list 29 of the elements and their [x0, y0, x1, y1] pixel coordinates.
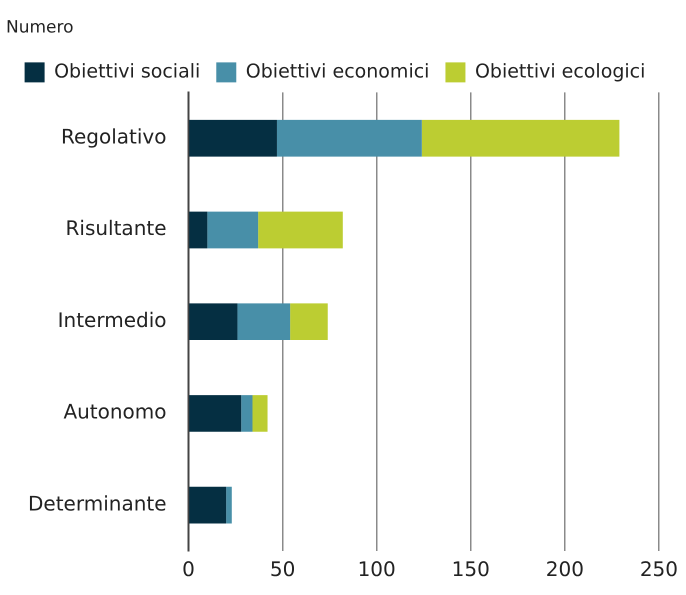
bar [189, 212, 208, 248]
y-tick-label: Determinante [28, 491, 167, 516]
bar [207, 212, 258, 248]
bar [189, 486, 226, 524]
bar [237, 303, 290, 340]
x-tick-label: 50 [270, 557, 296, 582]
y-tick-label: Intermedio [58, 308, 167, 332]
text: Numero [6, 18, 74, 38]
legend-label: Obiettivi ecologici [474, 60, 646, 82]
x-tick-label: 250 [640, 557, 678, 582]
x-tick-label: 0 [182, 557, 195, 582]
y-tick-label: Regolativo [60, 124, 167, 148]
x-tick-label: 150 [452, 557, 490, 582]
bar [258, 212, 343, 248]
x-tick-label: 200 [546, 557, 584, 582]
bar [189, 303, 238, 340]
bar [422, 120, 620, 157]
x-tick-label: 100 [358, 557, 396, 582]
bar [290, 303, 328, 340]
bar [252, 395, 268, 432]
y-tick-label: Autonomo [63, 400, 167, 424]
bar [241, 395, 252, 432]
bar [189, 395, 242, 432]
legend-label: Obiettivi economici [246, 60, 430, 82]
y-tick-label: Risultante [65, 216, 167, 240]
legend-label: Obiettivi sociali [54, 60, 200, 82]
bar [226, 486, 232, 524]
bar [276, 120, 422, 157]
bar [189, 120, 277, 157]
